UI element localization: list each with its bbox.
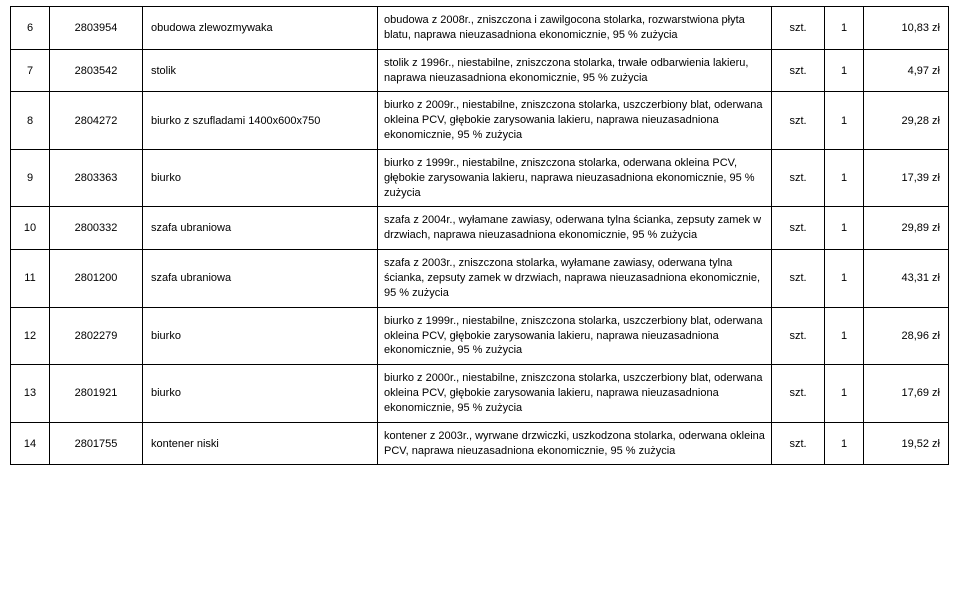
- cell-id: 2803363: [50, 149, 143, 207]
- cell-description: stolik z 1996r., niestabilne, zniszczona…: [378, 49, 772, 92]
- cell-qty: 1: [825, 49, 864, 92]
- cell-price: 17,39 zł: [864, 149, 949, 207]
- cell-index: 11: [11, 250, 50, 308]
- cell-name: obudowa zlewozmywaka: [143, 7, 378, 50]
- cell-unit: szt.: [772, 422, 825, 465]
- cell-name: biurko z szufladami 1400x600x750: [143, 92, 378, 150]
- cell-unit: szt.: [772, 207, 825, 250]
- cell-id: 2803542: [50, 49, 143, 92]
- cell-id: 2801200: [50, 250, 143, 308]
- cell-id: 2800332: [50, 207, 143, 250]
- cell-id: 2803954: [50, 7, 143, 50]
- cell-unit: szt.: [772, 365, 825, 423]
- cell-description: biurko z 2000r., niestabilne, zniszczona…: [378, 365, 772, 423]
- cell-index: 9: [11, 149, 50, 207]
- cell-index: 6: [11, 7, 50, 50]
- cell-qty: 1: [825, 7, 864, 50]
- table-row: 102800332szafa ubraniowaszafa z 2004r., …: [11, 207, 949, 250]
- cell-price: 19,52 zł: [864, 422, 949, 465]
- table-row: 92803363biurkobiurko z 1999r., niestabil…: [11, 149, 949, 207]
- cell-price: 29,28 zł: [864, 92, 949, 150]
- cell-id: 2801921: [50, 365, 143, 423]
- cell-unit: szt.: [772, 307, 825, 365]
- cell-name: stolik: [143, 49, 378, 92]
- cell-unit: szt.: [772, 250, 825, 308]
- cell-name: biurko: [143, 307, 378, 365]
- cell-description: biurko z 2009r., niestabilne, zniszczona…: [378, 92, 772, 150]
- cell-description: biurko z 1999r., niestabilne, zniszczona…: [378, 307, 772, 365]
- table-row: 72803542stolikstolik z 1996r., niestabil…: [11, 49, 949, 92]
- cell-name: biurko: [143, 149, 378, 207]
- cell-price: 17,69 zł: [864, 365, 949, 423]
- cell-description: biurko z 1999r., niestabilne, zniszczona…: [378, 149, 772, 207]
- table-row: 112801200szafa ubraniowaszafa z 2003r., …: [11, 250, 949, 308]
- cell-index: 10: [11, 207, 50, 250]
- cell-unit: szt.: [772, 7, 825, 50]
- cell-price: 4,97 zł: [864, 49, 949, 92]
- cell-qty: 1: [825, 250, 864, 308]
- table-row: 62803954obudowa zlewozmywakaobudowa z 20…: [11, 7, 949, 50]
- cell-qty: 1: [825, 422, 864, 465]
- cell-id: 2802279: [50, 307, 143, 365]
- inventory-table: 62803954obudowa zlewozmywakaobudowa z 20…: [10, 6, 949, 465]
- cell-id: 2804272: [50, 92, 143, 150]
- cell-name: kontener niski: [143, 422, 378, 465]
- cell-qty: 1: [825, 149, 864, 207]
- cell-description: obudowa z 2008r., zniszczona i zawilgoco…: [378, 7, 772, 50]
- table-row: 132801921biurkobiurko z 2000r., niestabi…: [11, 365, 949, 423]
- cell-index: 13: [11, 365, 50, 423]
- cell-index: 8: [11, 92, 50, 150]
- cell-qty: 1: [825, 207, 864, 250]
- cell-index: 14: [11, 422, 50, 465]
- cell-price: 10,83 zł: [864, 7, 949, 50]
- cell-unit: szt.: [772, 92, 825, 150]
- cell-unit: szt.: [772, 149, 825, 207]
- cell-description: szafa z 2003r., zniszczona stolarka, wył…: [378, 250, 772, 308]
- cell-id: 2801755: [50, 422, 143, 465]
- cell-qty: 1: [825, 92, 864, 150]
- cell-description: szafa z 2004r., wyłamane zawiasy, oderwa…: [378, 207, 772, 250]
- cell-name: szafa ubraniowa: [143, 250, 378, 308]
- cell-description: kontener z 2003r., wyrwane drzwiczki, us…: [378, 422, 772, 465]
- cell-qty: 1: [825, 365, 864, 423]
- cell-name: szafa ubraniowa: [143, 207, 378, 250]
- cell-name: biurko: [143, 365, 378, 423]
- cell-index: 7: [11, 49, 50, 92]
- table-row: 142801755kontener niskikontener z 2003r.…: [11, 422, 949, 465]
- table-row: 122802279biurkobiurko z 1999r., niestabi…: [11, 307, 949, 365]
- document-page: 62803954obudowa zlewozmywakaobudowa z 20…: [0, 0, 959, 475]
- cell-qty: 1: [825, 307, 864, 365]
- cell-index: 12: [11, 307, 50, 365]
- cell-unit: szt.: [772, 49, 825, 92]
- cell-price: 43,31 zł: [864, 250, 949, 308]
- cell-price: 28,96 zł: [864, 307, 949, 365]
- cell-price: 29,89 zł: [864, 207, 949, 250]
- table-row: 82804272biurko z szufladami 1400x600x750…: [11, 92, 949, 150]
